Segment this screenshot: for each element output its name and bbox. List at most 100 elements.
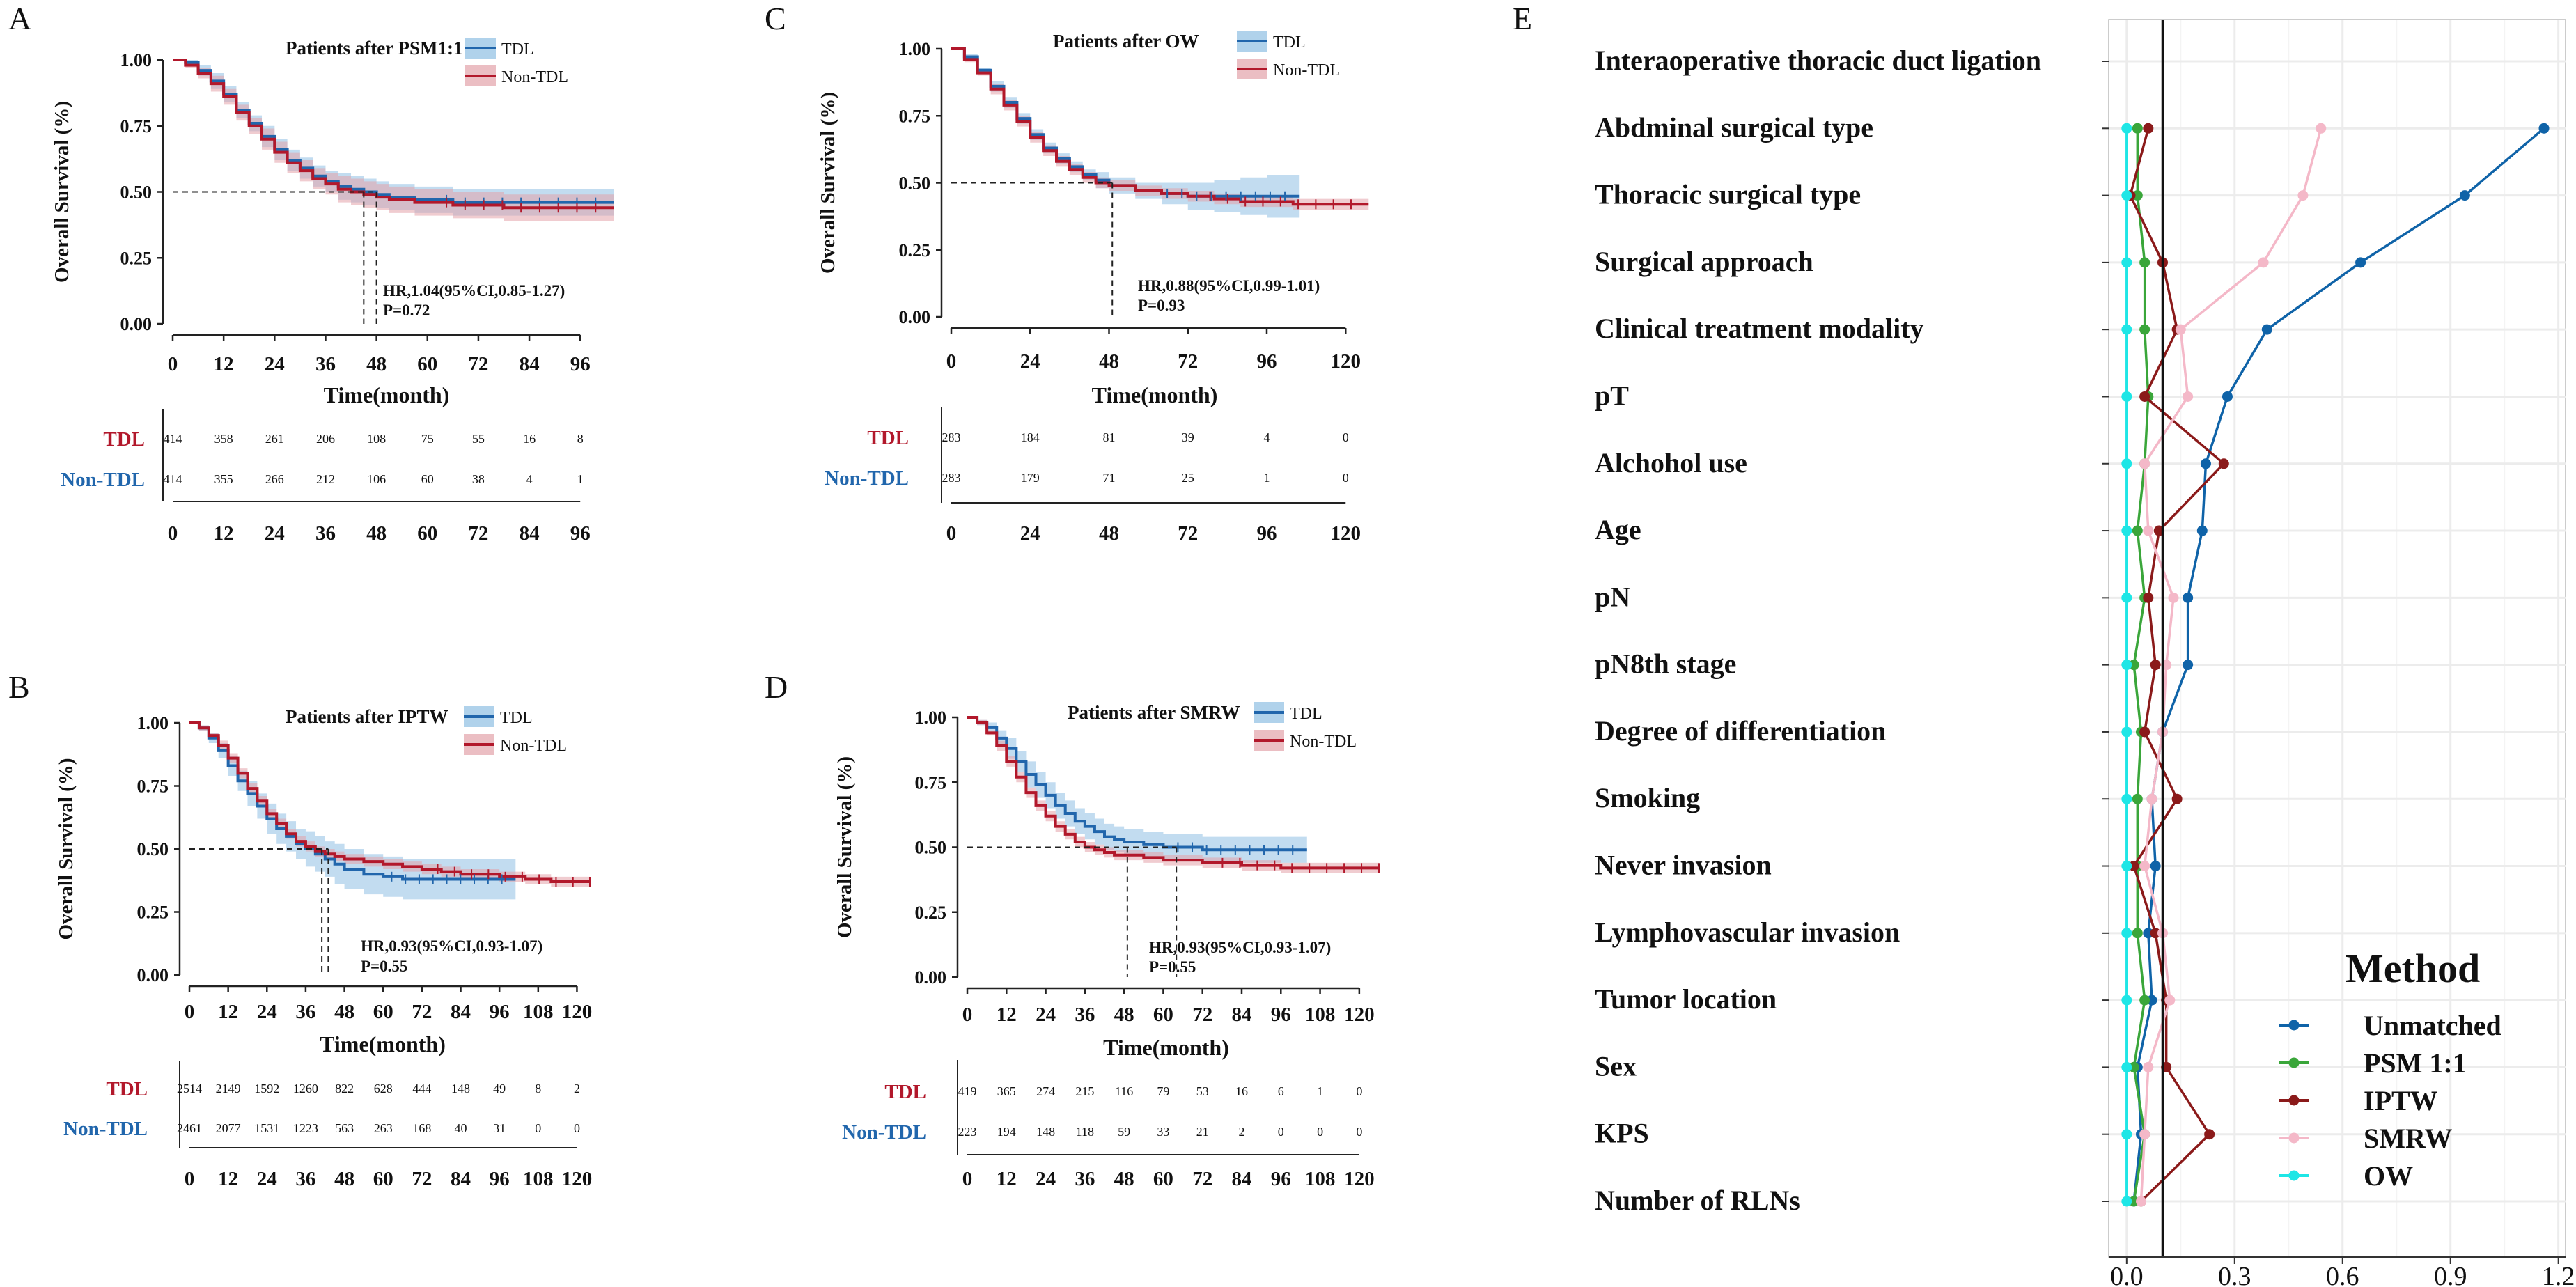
data-point xyxy=(2135,1196,2146,1207)
data-point xyxy=(2261,324,2272,335)
risk-count: 31 xyxy=(493,1121,506,1135)
x-tick-label: 24 xyxy=(265,353,285,375)
ci-bands xyxy=(173,60,614,221)
median-lines xyxy=(189,848,329,975)
x-tick-label: 60 xyxy=(417,353,437,375)
risk-time-label: 36 xyxy=(315,522,336,545)
data-point xyxy=(2121,123,2132,134)
panel-letter-a: A xyxy=(8,1,31,36)
y-tick-label: 0.25 xyxy=(137,903,169,923)
data-point xyxy=(2355,257,2366,268)
panel-letter-c: C xyxy=(765,1,786,36)
covariate-label: Lymphovascular invasion xyxy=(1595,916,1900,948)
legend: Method Unmatched PSM 1:1 IPTW SMRW OW xyxy=(2279,946,2501,1192)
risk-time-label: 0 xyxy=(168,522,178,545)
axes: 0.00 0.25 0.50 0.75 1.00 0 24 48 72 96 120 xyxy=(899,39,1361,373)
covariate-label: Clinical treatment modality xyxy=(1595,313,1924,344)
risk-count: 4 xyxy=(526,472,533,486)
risk-count: 33 xyxy=(1157,1125,1169,1139)
data-point xyxy=(2143,1061,2154,1072)
risk-count: 0 xyxy=(535,1121,541,1135)
legend: TDL Non-TDL xyxy=(1254,702,1357,751)
data-point xyxy=(2121,660,2132,671)
data-point xyxy=(2132,190,2143,201)
risk-table: TDL 419 365 274 215 116 79 53 16 6 1 0 Non-TDL 223 194… xyxy=(842,1060,1375,1190)
legend-label-tdl: TDL xyxy=(1290,705,1322,723)
data-point xyxy=(2121,1129,2132,1140)
risk-count: 39 xyxy=(1182,430,1194,444)
risk-time-label: 24 xyxy=(1036,1168,1056,1190)
y-axis-label: Overall Survival (%) xyxy=(51,101,73,283)
data-point xyxy=(2121,257,2132,268)
risk-time-label: 72 xyxy=(412,1168,432,1190)
risk-row-label: TDL xyxy=(106,1078,148,1100)
legend-marker xyxy=(2288,1170,2300,1181)
data-point xyxy=(2183,592,2194,603)
legend-label-tdl: TDL xyxy=(501,40,534,58)
data-point xyxy=(2139,726,2150,738)
risk-time-label: 60 xyxy=(417,522,437,545)
hr-annotation: HR,0.88(95%CI,0.99-1.01) xyxy=(1138,277,1320,295)
risk-count: 6 xyxy=(1278,1084,1284,1098)
risk-time-label: 12 xyxy=(214,522,234,545)
risk-count: 1260 xyxy=(293,1082,318,1095)
covariate-label: Degree of differentiation xyxy=(1595,715,1886,747)
x-tick-label: 120 xyxy=(562,1001,593,1023)
x-tick-label: 72 xyxy=(412,1001,432,1023)
risk-count: 16 xyxy=(523,432,536,446)
data-point xyxy=(2139,458,2150,469)
y-tick-label: 0.00 xyxy=(899,307,931,327)
data-point xyxy=(2128,1061,2139,1072)
risk-count: 8 xyxy=(535,1082,541,1095)
covariate-label: KPS xyxy=(1595,1118,1649,1149)
data-point xyxy=(2121,190,2132,201)
risk-count: 21 xyxy=(1196,1125,1209,1139)
x-tick-label: 60 xyxy=(373,1001,393,1023)
risk-time-label: 96 xyxy=(1271,1168,1291,1190)
x-axis-label: Time(month) xyxy=(1103,1035,1229,1060)
x-tick-label: 24 xyxy=(1036,1004,1056,1026)
data-point xyxy=(2132,928,2143,939)
data-point xyxy=(2121,1196,2132,1207)
y-tick-label: 0.00 xyxy=(137,965,169,985)
risk-count: 148 xyxy=(1036,1125,1055,1139)
x-tick-label: 48 xyxy=(1114,1004,1134,1026)
risk-count: 184 xyxy=(1021,430,1040,444)
ci-band-tdl xyxy=(967,717,1307,863)
risk-count: 168 xyxy=(412,1121,431,1135)
risk-time-label: 48 xyxy=(1099,522,1119,545)
gridlines xyxy=(2108,19,2566,1258)
y-tick-label: 0.00 xyxy=(915,967,947,988)
risk-count: 1223 xyxy=(293,1121,318,1135)
data-point xyxy=(2150,928,2161,939)
covariate-label: Alchohol use xyxy=(1595,447,1747,478)
data-point xyxy=(2128,660,2139,671)
risk-count: 212 xyxy=(316,472,335,486)
survival-curve-non-tdl xyxy=(189,722,590,884)
risk-count: 223 xyxy=(958,1125,977,1139)
legend: TDL Non-TDL xyxy=(465,38,568,86)
data-point xyxy=(2171,793,2183,804)
risk-count: 38 xyxy=(472,472,485,486)
risk-time-label: 108 xyxy=(523,1168,554,1190)
data-point xyxy=(2150,861,2161,872)
y-tick-label: 0.25 xyxy=(899,240,931,260)
data-point xyxy=(2183,660,2194,671)
data-point xyxy=(2121,1061,2132,1072)
panel-letter-d: D xyxy=(765,669,788,705)
data-point xyxy=(2121,726,2132,738)
risk-time-label: 84 xyxy=(1232,1168,1252,1190)
data-point xyxy=(2196,525,2208,536)
risk-time-label: 12 xyxy=(997,1168,1017,1190)
risk-count: 49 xyxy=(493,1082,506,1095)
x-tick-label: 0 xyxy=(946,350,957,373)
covariate-label: Number of RLNs xyxy=(1595,1185,1800,1216)
data-point xyxy=(2121,324,2132,335)
risk-count: 414 xyxy=(164,432,182,446)
x-tick-label: 72 xyxy=(468,353,488,375)
risk-time-label: 0 xyxy=(962,1168,973,1190)
x-tick-label: 0 xyxy=(962,1004,973,1026)
risk-row-label: Non-TDL xyxy=(825,467,909,490)
love-plot-panel-e: Interaoperative thoracic duct ligation Ab… xyxy=(1595,19,2575,1287)
y-tick-label: 0.50 xyxy=(899,173,931,194)
